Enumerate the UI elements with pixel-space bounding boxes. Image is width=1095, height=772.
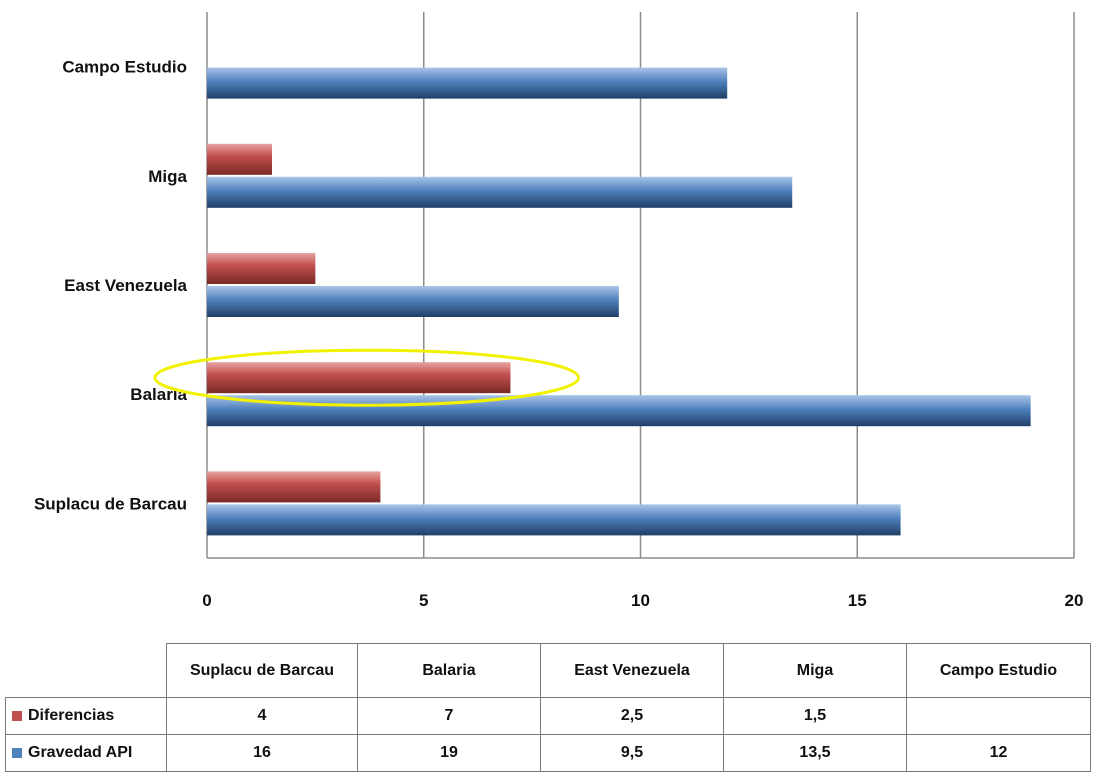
table-cell: 2,5 — [540, 697, 724, 735]
bar-diferencias — [207, 471, 381, 503]
table-cell: 7 — [357, 697, 541, 735]
y-category-label: Campo Estudio — [62, 58, 187, 77]
highlight-ellipse — [153, 348, 580, 407]
table-header-cell: Campo Estudio — [906, 643, 1091, 698]
bar-gravedad-api — [207, 67, 728, 99]
y-category-label: East Venezuela — [64, 276, 187, 295]
table-cell: 4 — [166, 697, 358, 735]
bar-gravedad-api — [207, 176, 793, 208]
table-cell: 9,5 — [540, 734, 724, 772]
table-row-diferencias: Diferencias 4 7 2,5 1,5 — [5, 697, 1091, 735]
table-cell — [906, 697, 1091, 735]
bar-gravedad-api — [207, 395, 1031, 427]
legend-swatch-blue — [12, 747, 22, 758]
table-cell: 16 — [166, 734, 358, 772]
data-table: Suplacu de Barcau Balaria East Venezuela… — [5, 643, 1091, 772]
bar-gravedad-api — [207, 504, 901, 536]
y-category-label: Miga — [148, 167, 187, 186]
table-cell: 13,5 — [723, 734, 907, 772]
legend-entry-diferencias: Diferencias — [5, 697, 167, 735]
x-tick-label: 0 — [202, 591, 211, 610]
legend-label: Diferencias — [28, 707, 115, 724]
y-category-label: Suplacu de Barcau — [34, 494, 187, 513]
x-tick-label: 5 — [419, 591, 428, 610]
bar-gravedad-api — [207, 286, 619, 317]
table-cell: 12 — [906, 734, 1091, 772]
bar-diferencias — [207, 362, 511, 394]
table-header-cell: Suplacu de Barcau — [166, 643, 358, 698]
table-cell: 19 — [357, 734, 541, 772]
legend-swatch-red — [12, 710, 22, 721]
table-header-row: Suplacu de Barcau Balaria East Venezuela… — [5, 643, 1091, 698]
legend-label: Gravedad API — [28, 744, 133, 761]
x-tick-label: 20 — [1065, 591, 1084, 610]
bar-diferencias — [207, 143, 273, 175]
x-tick-label: 15 — [848, 591, 867, 610]
table-corner-cell — [5, 643, 167, 698]
table-header-cell: Balaria — [357, 643, 541, 698]
table-header-cell: Miga — [723, 643, 907, 698]
table-row-gravedad-api: Gravedad API 16 19 9,5 13,5 12 — [5, 734, 1091, 772]
bar-diferencias — [207, 253, 316, 284]
legend-entry-gravedad-api: Gravedad API — [5, 734, 167, 772]
x-tick-label: 10 — [631, 591, 650, 610]
table-header-cell: East Venezuela — [540, 643, 724, 698]
bar-chart: 0 5 10 15 20 Suplacu de Barcau Balaria East Ven… — [34, 12, 1084, 610]
table-cell: 1,5 — [723, 697, 907, 735]
y-category-label: Balaria — [130, 385, 187, 404]
